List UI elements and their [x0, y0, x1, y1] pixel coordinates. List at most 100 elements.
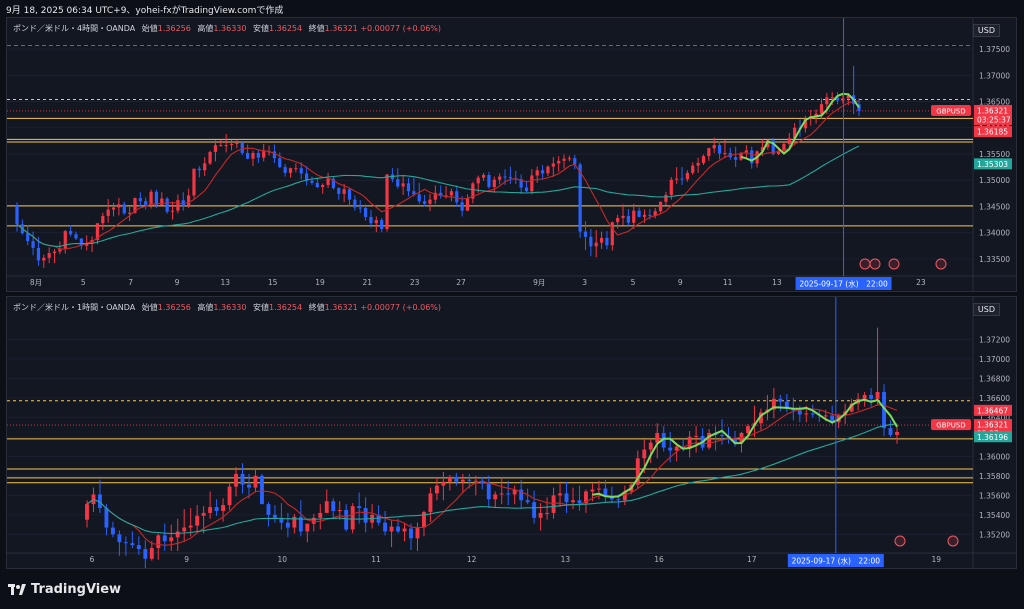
price-chart-1h[interactable]: 1.37200 1.37000 1.36800 1.36600 1.36400 1.362… — [7, 297, 1016, 568]
price-badge — [974, 158, 1012, 170]
price-badge — [974, 404, 1012, 416]
candle-body — [486, 483, 491, 500]
candle-body — [337, 510, 342, 511]
y-tick-label: 1.35800 — [979, 472, 1010, 481]
candle-body — [546, 166, 550, 174]
candle-body — [52, 251, 57, 254]
candle-body — [272, 514, 277, 518]
candle-body — [138, 198, 142, 202]
candle-body — [535, 170, 539, 176]
candle-body — [342, 189, 346, 194]
low-value: 1.36254 — [269, 303, 303, 312]
chart-panel-4h[interactable]: ポンド／米ドル・4時間・OANDA 始値1.36256 高値1.36330 安値… — [6, 17, 1017, 292]
candle-body — [101, 215, 105, 224]
candle-body — [512, 489, 517, 495]
candle-body — [687, 436, 692, 449]
candle-body — [750, 150, 754, 164]
symbol-badge-label: GBPUSD — [936, 107, 965, 115]
x-tick-label: 23 — [410, 278, 420, 287]
y-tick-label: 1.37000 — [979, 71, 1010, 80]
candle-body — [506, 493, 511, 495]
candle-body — [380, 220, 384, 229]
close-label: 終値 — [308, 303, 325, 312]
currency-button[interactable]: USD — [972, 24, 1000, 37]
candle-body — [493, 494, 498, 500]
candle-body — [803, 118, 807, 129]
candle-body — [278, 158, 282, 168]
candle-body — [26, 233, 30, 242]
candle-body — [675, 178, 679, 180]
candle-body — [324, 501, 329, 513]
candle-body — [776, 150, 781, 154]
candle-body — [583, 231, 588, 237]
price-badge-value: 1.36467 — [977, 406, 1008, 415]
y-tick-label: 1.35000 — [979, 176, 1010, 185]
candle-body — [358, 207, 362, 209]
change-value: +0.00077 (+0.06%) — [360, 303, 441, 312]
candle-body — [117, 534, 122, 543]
y-tick-label: 1.35200 — [979, 530, 1010, 539]
candle-body — [882, 392, 886, 429]
candle-body — [434, 485, 439, 494]
x-tick-label: 15 — [268, 278, 278, 287]
candle-body — [58, 248, 62, 252]
open-value: 1.36256 — [157, 303, 191, 312]
candle-body — [224, 145, 228, 147]
y-tick-label: 1.34000 — [979, 229, 1010, 238]
x-tick-label: 16 — [654, 555, 664, 564]
candle-body — [74, 234, 78, 239]
candle-body — [272, 151, 277, 159]
x-tick-label: 7 — [128, 278, 133, 287]
candle-body — [122, 204, 126, 214]
candle-body — [814, 113, 818, 117]
candle-body — [182, 527, 187, 532]
candle-body — [160, 198, 164, 205]
candle-body — [154, 191, 159, 205]
x-tick-label: 13 — [772, 278, 782, 287]
candle-body — [412, 191, 416, 195]
candle-body — [642, 449, 647, 459]
price-chart-4h[interactable]: 1.375001.370001.365001.360001.355001.350… — [7, 18, 1016, 291]
candle-body — [668, 447, 673, 451]
y-tick-label: 1.36600 — [979, 394, 1010, 403]
open-label: 始値 — [141, 303, 158, 312]
candle-body — [460, 202, 464, 211]
candle-body — [170, 210, 175, 212]
candle-body — [422, 201, 427, 204]
x-tick-label: 9 — [678, 278, 683, 287]
candle-body — [214, 507, 219, 511]
candle-body — [262, 151, 266, 158]
chart-panel-1h[interactable]: ポンド／米ドル・1時間・OANDA 始値1.36256 高値1.36330 安値… — [6, 296, 1017, 569]
price-badge-value: 1.35303 — [977, 160, 1008, 169]
candle-body — [192, 168, 196, 196]
y-tick-label: 1.35600 — [979, 491, 1010, 500]
candle-body — [42, 257, 46, 261]
candle-body — [758, 412, 763, 424]
candle-body — [31, 241, 35, 248]
high-value: 1.36330 — [213, 303, 247, 312]
candle-body — [69, 231, 73, 235]
candle-body — [793, 127, 797, 139]
open-label: 始値 — [141, 24, 158, 33]
candle-body — [519, 179, 523, 188]
candle-body — [133, 198, 137, 213]
candle-body — [363, 208, 368, 217]
currency-button[interactable]: USD — [972, 303, 1000, 316]
candle-body — [562, 158, 566, 161]
candle-body — [857, 104, 861, 111]
candle-body — [487, 174, 491, 188]
candle-body — [304, 173, 309, 181]
open-value: 1.36256 — [157, 24, 191, 33]
candle-body — [525, 500, 530, 503]
candle-body — [661, 432, 666, 448]
candle-body — [246, 152, 250, 159]
candle-body — [417, 194, 421, 202]
price-badge — [974, 431, 1012, 443]
candle-body — [156, 535, 161, 549]
y-tick-label: 1.36400 — [979, 413, 1010, 422]
candle-body — [106, 209, 110, 216]
candle-body — [402, 528, 407, 532]
candle-body — [460, 479, 465, 482]
candle-body — [104, 508, 109, 528]
candle-body — [326, 178, 330, 185]
